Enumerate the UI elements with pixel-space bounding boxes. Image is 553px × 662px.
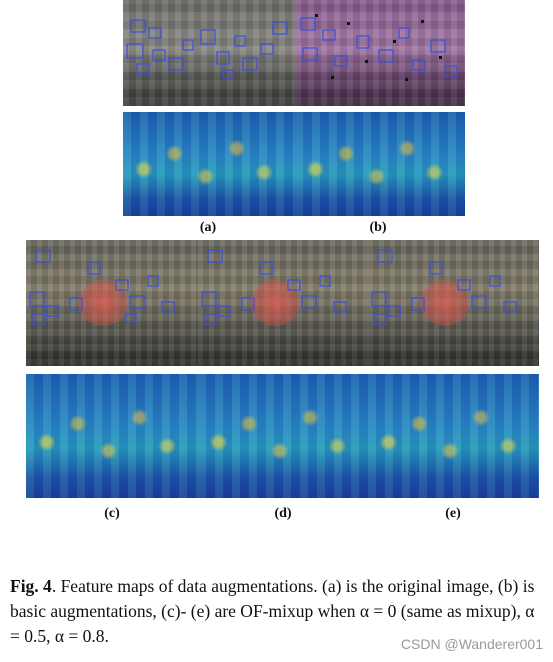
image-e-mixup-alpha-0.8 [368,240,539,366]
label-b: (b) [369,220,387,235]
feature-map-c [26,374,198,498]
bounding-boxes-e [371,249,517,325]
figure-number: Fig. 4 [10,576,52,596]
label-d: (d) [274,506,292,521]
feature-map-d [198,374,368,498]
image-c-mixup-alpha-0 [26,240,198,366]
bounding-boxes-b [300,14,458,81]
label-a: (a) [199,220,217,235]
feature-map-a [123,112,295,216]
feature-map-b [295,112,465,216]
image-b-basic-augmentation [295,0,465,106]
bounding-boxes-a [126,19,288,79]
image-a-original [123,0,295,106]
caption-text: . Feature maps of data augmentations. (a… [10,576,535,646]
bounding-boxes-d [201,249,347,325]
feature-map-e [368,374,539,498]
mixup-overlay-c [78,280,128,326]
label-c: (c) [104,506,120,521]
watermark: CSDN @Wanderer001 [400,636,543,652]
mixup-overlay-e [420,280,470,326]
label-e: (e) [445,506,461,521]
figure-caption: Fig. 4. Feature maps of data augmentatio… [10,574,548,649]
bounding-boxes-c [29,249,175,325]
image-d-mixup-alpha-0.5 [198,240,368,366]
mixup-overlay-d [250,280,300,326]
